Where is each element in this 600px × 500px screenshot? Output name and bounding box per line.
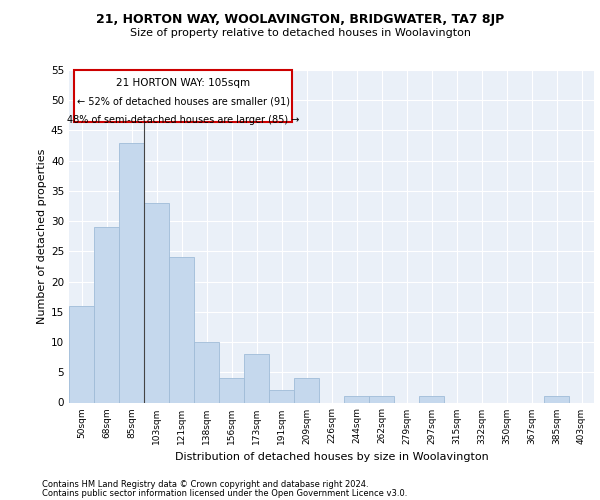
FancyBboxPatch shape xyxy=(74,70,292,122)
Bar xyxy=(69,306,94,402)
Bar xyxy=(544,396,569,402)
Bar xyxy=(219,378,244,402)
Text: Contains public sector information licensed under the Open Government Licence v3: Contains public sector information licen… xyxy=(42,489,407,498)
Bar xyxy=(419,396,444,402)
Bar xyxy=(344,396,369,402)
X-axis label: Distribution of detached houses by size in Woolavington: Distribution of detached houses by size … xyxy=(175,452,488,462)
Y-axis label: Number of detached properties: Number of detached properties xyxy=(37,148,47,324)
Bar xyxy=(144,203,169,402)
Bar xyxy=(244,354,269,403)
Bar xyxy=(269,390,294,402)
Text: 21, HORTON WAY, WOOLAVINGTON, BRIDGWATER, TA7 8JP: 21, HORTON WAY, WOOLAVINGTON, BRIDGWATER… xyxy=(96,12,504,26)
Text: ← 52% of detached houses are smaller (91): ← 52% of detached houses are smaller (91… xyxy=(77,96,290,106)
Text: Contains HM Land Registry data © Crown copyright and database right 2024.: Contains HM Land Registry data © Crown c… xyxy=(42,480,368,489)
Bar xyxy=(119,142,144,402)
Bar xyxy=(169,258,194,402)
Text: 48% of semi-detached houses are larger (85) →: 48% of semi-detached houses are larger (… xyxy=(67,115,299,125)
Bar xyxy=(94,227,119,402)
Text: Size of property relative to detached houses in Woolavington: Size of property relative to detached ho… xyxy=(130,28,470,38)
Bar xyxy=(294,378,319,402)
Text: 21 HORTON WAY: 105sqm: 21 HORTON WAY: 105sqm xyxy=(116,78,250,88)
Bar xyxy=(194,342,219,402)
Bar xyxy=(369,396,394,402)
